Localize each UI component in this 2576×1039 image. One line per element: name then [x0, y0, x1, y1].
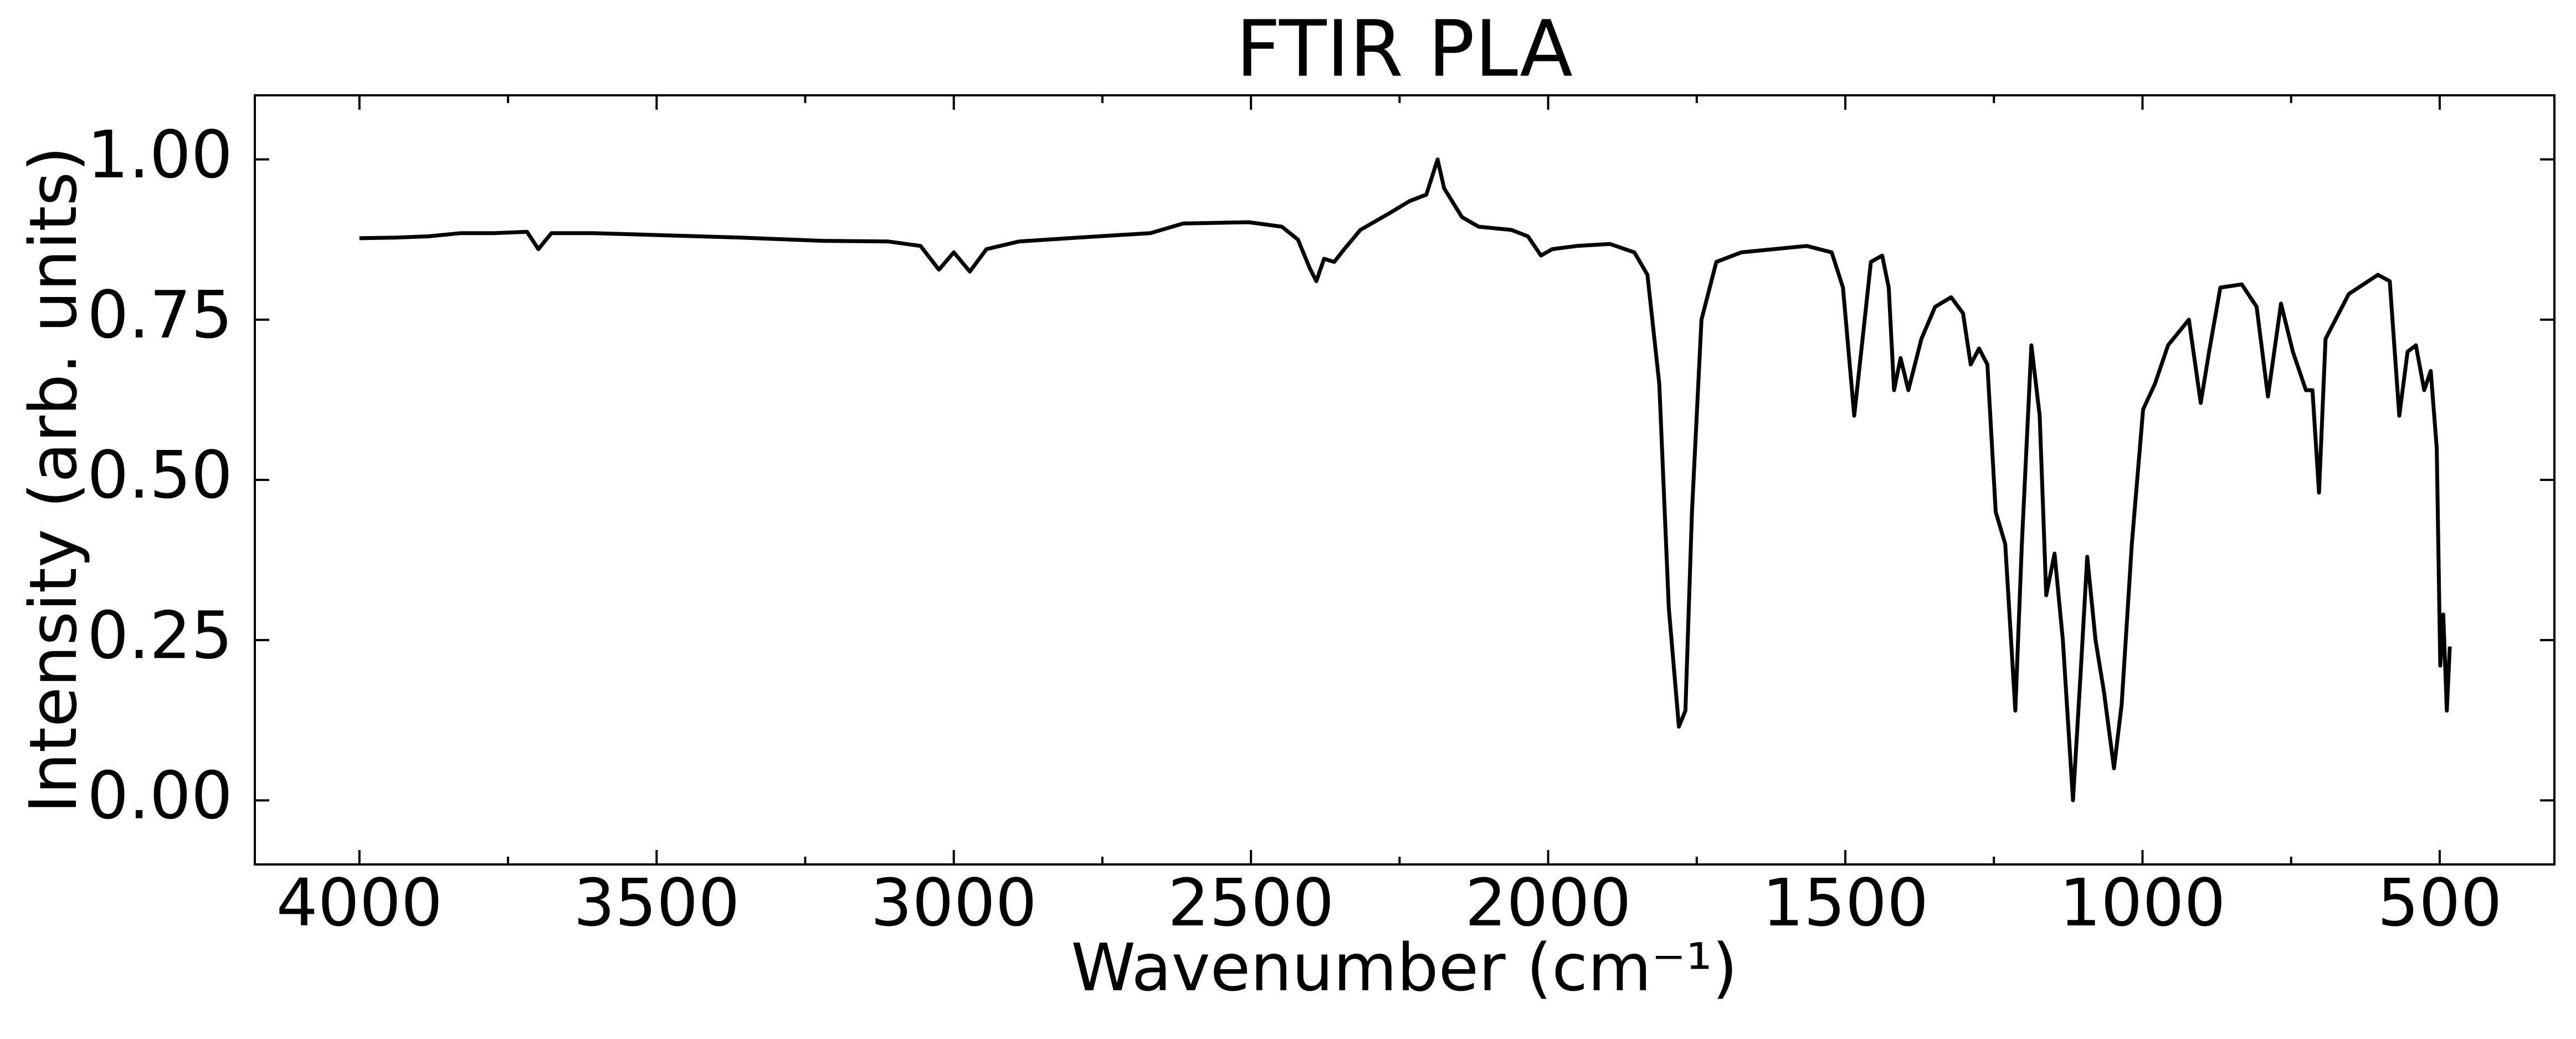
x-tick-label: 4000: [276, 864, 443, 941]
x-tick-label: 3500: [573, 864, 740, 941]
y-tick-label: 0.75: [87, 277, 233, 353]
spectrum-line: [359, 157, 2452, 802]
x-axis-label: Wavenumber (cm⁻¹): [1071, 929, 1737, 1006]
y-tick-label: 0.50: [87, 437, 233, 513]
y-tick-label: 0.25: [87, 597, 233, 673]
chart-title: FTIR PLA: [1236, 4, 1573, 95]
y-tick-label: 0.00: [87, 758, 233, 834]
x-tick-label: 1000: [2059, 864, 2225, 941]
y-axis-label: Intensity (arb. units): [15, 146, 91, 813]
x-tick-label: 3000: [871, 864, 1037, 941]
plot-frame: [254, 94, 2556, 866]
y-tick-label: 1.00: [87, 116, 233, 193]
x-tick-label: 1500: [1762, 864, 1928, 941]
x-tick-label: 500: [2377, 864, 2502, 941]
x-tick-label: 2000: [1465, 864, 1631, 941]
x-tick-label: 2500: [1168, 864, 1334, 941]
